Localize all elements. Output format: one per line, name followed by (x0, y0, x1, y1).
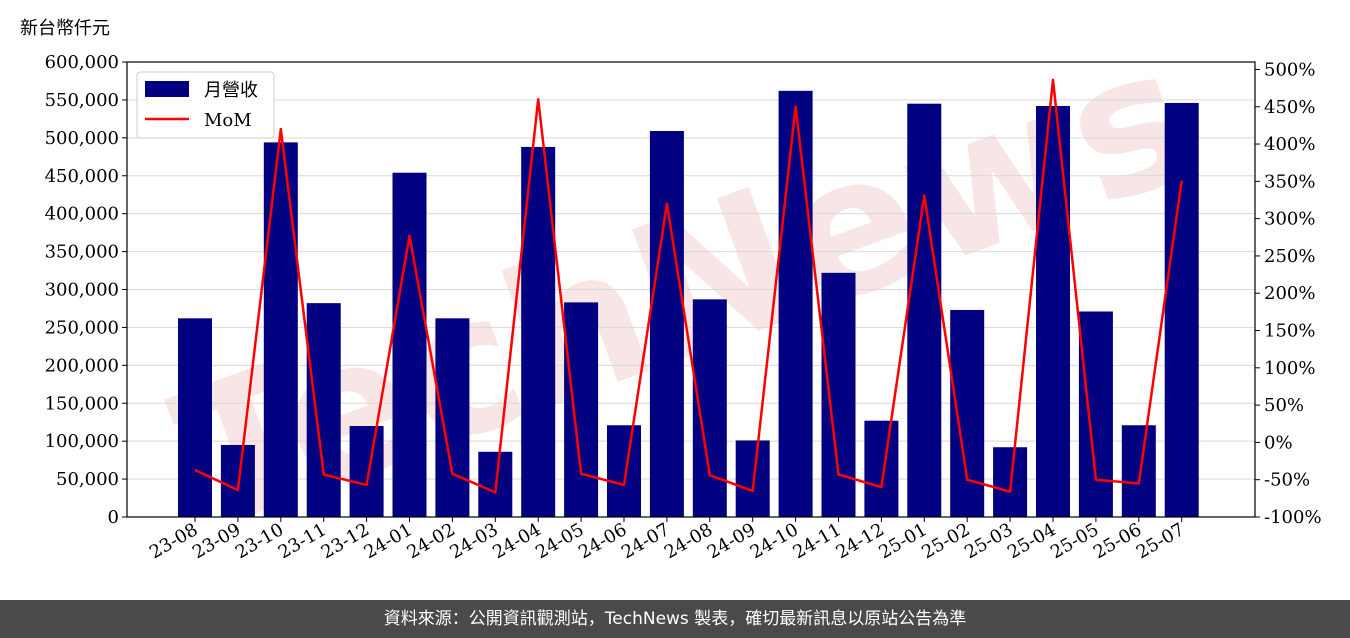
x-tick-label-25-02: 25-02 (918, 519, 973, 563)
bar-24-06 (607, 425, 641, 517)
bar-25-02 (950, 309, 985, 517)
x-tick-label-24-10: 24-10 (747, 519, 802, 563)
source-text: 資料來源：公開資訊觀測站，TechNews 製表，確切最新訊息以原站公告為準 (383, 609, 967, 629)
left-tick-label-10: 500,000 (45, 128, 119, 149)
left-tick-label-7: 350,000 (45, 242, 119, 263)
right-tick-label-2: 0% (1264, 432, 1293, 453)
bar-24-12 (864, 420, 899, 517)
x-tick-label-24-04: 24-04 (489, 519, 544, 563)
x-tick-label-25-05: 25-05 (1047, 519, 1102, 563)
left-tick-label-11: 550,000 (45, 90, 119, 111)
chart-container: TechNews 0 50,000 100,000 150,000 200,000 250,… (20, 3, 1322, 572)
left-tick-label-4: 200,000 (45, 355, 119, 376)
x-tick-label-23-08: 23-08 (146, 519, 201, 563)
bar-25-06 (1121, 425, 1156, 517)
x-tick-label-24-07: 24-07 (618, 519, 673, 563)
right-tick-label-8: 300% (1264, 209, 1315, 230)
bar-25-05 (1078, 311, 1113, 517)
mom-line (194, 78, 1183, 494)
x-tick-label-24-03: 24-03 (446, 519, 501, 563)
left-tick-label-1: 50,000 (56, 469, 119, 490)
unit-label: 新台幣仟元 (20, 18, 110, 39)
source-footer: 資料來源：公開資訊觀測站，TechNews 製表，確切最新訊息以原站公告為準 (0, 600, 1350, 638)
bar-24-11 (821, 272, 856, 517)
right-tick-label-12: 500% (1264, 59, 1315, 80)
left-tick-label-9: 450,000 (45, 166, 119, 187)
x-tick-label-24-05: 24-05 (532, 519, 587, 563)
bar-25-01 (907, 103, 942, 517)
right-tick-label-0: -100% (1264, 507, 1322, 528)
bar-line-chart: TechNews050,000100,000150,000200,000250,… (20, 3, 1322, 572)
bar-24-02 (435, 318, 470, 517)
right-tick-label-11: 450% (1264, 97, 1315, 118)
bar-24-08 (692, 299, 727, 517)
x-tick-label-24-02: 24-02 (403, 519, 458, 563)
left-tick-label-5: 250,000 (45, 317, 119, 338)
x-tick-label-25-06: 25-06 (1090, 519, 1145, 563)
bar-25-07 (1164, 102, 1199, 517)
left-tick-label-8: 400,000 (45, 204, 119, 225)
bar-23-12 (349, 426, 384, 517)
x-tick-label-25-01: 25-01 (875, 519, 930, 563)
bar-23-08 (178, 318, 212, 517)
left-tick-label-6: 300,000 (45, 280, 119, 301)
bar-24-09 (735, 440, 770, 517)
x-tick-label-24-01: 24-01 (361, 519, 416, 563)
right-tick-label-3: 50% (1264, 395, 1304, 416)
bar-24-05 (564, 302, 599, 517)
right-tick-label-4: 100% (1264, 358, 1315, 379)
bar-23-10 (263, 142, 298, 517)
legend-swatch-bar (145, 81, 189, 97)
x-tick-label-24-12: 24-12 (832, 519, 887, 563)
left-tick-label-3: 150,000 (45, 393, 119, 414)
bar-23-11 (306, 303, 341, 517)
right-tick-label-9: 350% (1264, 171, 1315, 192)
left-tick-label-2: 100,000 (45, 431, 119, 452)
bar-24-07 (649, 131, 684, 517)
right-tick-label-10: 400% (1264, 134, 1315, 155)
x-tick-label-25-04: 25-04 (1004, 519, 1059, 563)
right-tick-label-1: -50% (1264, 470, 1310, 491)
right-tick-label-5: 150% (1264, 321, 1315, 342)
x-tick-label-24-09: 24-09 (704, 519, 759, 563)
bar-24-10 (778, 90, 813, 518)
right-tick-label-6: 200% (1264, 283, 1315, 304)
legend-label-bar: 月營收 (204, 80, 258, 101)
right-tick-label-7: 250% (1264, 246, 1315, 267)
legend-label-line: MoM (204, 110, 252, 131)
x-tick-label-24-08: 24-08 (661, 519, 716, 563)
x-tick-label-25-07: 25-07 (1133, 519, 1188, 563)
bar-25-04 (1036, 105, 1070, 517)
left-tick-label-12: 600,000 (45, 52, 119, 73)
x-tick-label-25-03: 25-03 (961, 519, 1016, 563)
bar-24-01 (392, 172, 427, 517)
left-tick-label-0: 0 (108, 507, 119, 528)
x-tick-label-24-11: 24-11 (790, 519, 845, 563)
x-tick-label-24-06: 24-06 (575, 519, 630, 563)
